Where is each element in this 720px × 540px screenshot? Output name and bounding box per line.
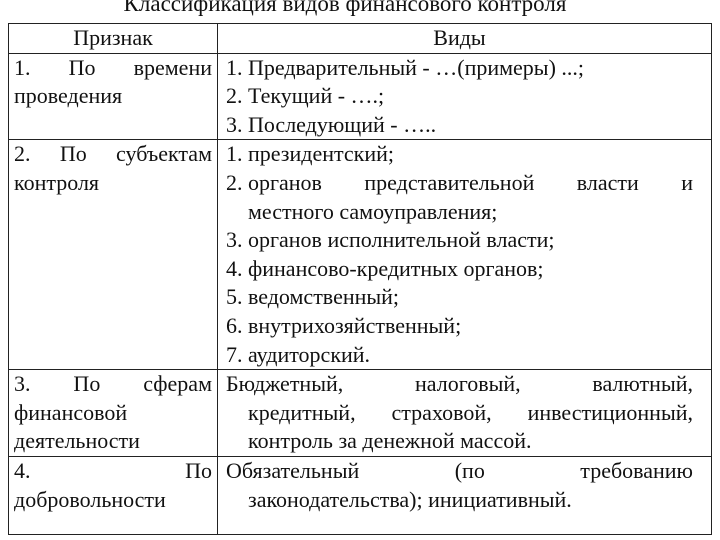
criterion-line: деятельности (14, 428, 140, 454)
list-item: 2. Текущий - ….; (226, 82, 693, 111)
criterion-line: 1. По времени (14, 54, 212, 80)
criterion-cell: 1. По времени проведения (8, 52, 218, 141)
item-number: 2. (226, 83, 243, 109)
table-row: 3. По сферам финансовой деятельности Бюд… (8, 369, 712, 457)
types-line: кредитный, страховой, инвестиционный, (248, 399, 693, 425)
criterion-line: проведения (14, 83, 123, 109)
item-text: президентский; (248, 141, 394, 167)
item-text: аудиторский. (248, 341, 371, 367)
list-item: 3. Последующий - ….. (226, 111, 693, 140)
item-number: 5. (226, 284, 243, 310)
criterion-line: контроля (14, 169, 100, 195)
item-text: Текущий - ….; (248, 83, 385, 109)
types-cell: Бюджетный, налоговый, валютный, кредитны… (217, 369, 712, 457)
list-item: 1. президентский; (226, 140, 693, 169)
document-title: Классификация видов финансового контроля (123, 0, 567, 16)
item-text: внутрихозяйственный; (248, 312, 462, 338)
table-row: 4. По добровольности Обязательный (по тр… (8, 455, 712, 535)
criterion-line: финансовой (14, 399, 128, 425)
item-text: местного самоуправления; (248, 198, 498, 224)
list-item: 6. внутрихозяйственный; (226, 312, 693, 341)
table-header-row: Признак Виды (8, 23, 712, 54)
list-item: 4. финансово-кредитных органов; (226, 255, 693, 284)
item-text: ведомственный; (248, 284, 400, 310)
types-line: Бюджетный, налоговый, валютный, (226, 371, 693, 397)
item-number: 1. (226, 141, 243, 167)
item-text: органов представительной власти и (248, 169, 693, 195)
item-text: Предварительный - …(примеры) ...; (248, 54, 585, 80)
item-number: 3. (226, 111, 243, 137)
types-line: Обязательный (по требованию (226, 457, 693, 483)
types-cell: 1. Предварительный - …(примеры) ...; 2. Те… (217, 52, 712, 141)
item-number: 7. (226, 341, 243, 367)
item-number: 3. (226, 227, 243, 253)
criterion-line: 2. По субъектам (14, 141, 212, 167)
item-text: Последующий - ….. (248, 111, 437, 137)
list-item: 2. органов представительной власти и местн… (226, 169, 693, 226)
types-line: законодательства); инициативный. (248, 486, 572, 512)
item-number: 2. (226, 169, 243, 195)
item-number: 4. (226, 255, 243, 281)
classification-table: Признак Виды 1. По времени проведения 1.… (8, 23, 712, 535)
item-number: 1. (226, 54, 243, 80)
types-cell: 1. президентский; 2. органов представитель… (217, 139, 712, 371)
item-text: финансово-кредитных органов; (248, 255, 544, 281)
criterion-cell: 2. По субъектам контроля (8, 139, 218, 371)
list-item: 3. органов исполнительной власти; (226, 226, 693, 255)
criterion-line: 4. По (14, 457, 212, 483)
list-item: 1. Предварительный - …(примеры) ...; (226, 54, 693, 83)
criterion-line: добровольности (14, 486, 166, 512)
item-number: 6. (226, 312, 243, 338)
header-types: Виды (217, 23, 712, 54)
criterion-cell: 4. По добровольности (8, 455, 218, 535)
criterion-cell: 3. По сферам финансовой деятельности (8, 369, 218, 457)
item-text: органов исполнительной власти; (248, 227, 555, 253)
table-row: 1. По времени проведения 1. Предварительн… (8, 52, 712, 141)
types-cell: Обязательный (по требованию законодатель… (217, 455, 712, 535)
header-criterion: Признак (8, 23, 218, 54)
list-item: 7. аудиторский. (226, 341, 693, 370)
types-line: контроль за денежной массой. (248, 428, 532, 454)
list-item: 5. ведомственный; (226, 283, 693, 312)
criterion-line: 3. По сферам (14, 371, 212, 397)
table-row: 2. По субъектам контроля 1. президентский… (8, 139, 712, 371)
